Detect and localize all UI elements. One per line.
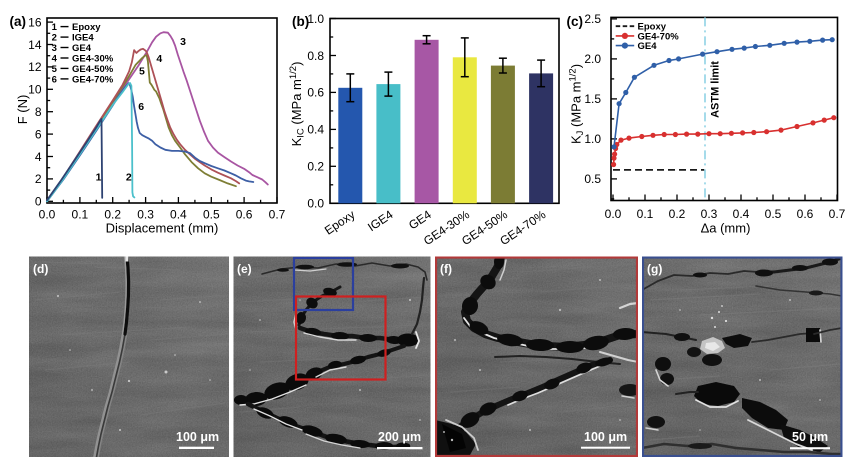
- svg-text:ASTM limit: ASTM limit: [710, 61, 722, 118]
- svg-text:F (N): F (N): [15, 95, 30, 125]
- svg-text:2: 2: [52, 33, 57, 44]
- svg-text:1: 1: [52, 22, 58, 33]
- svg-text:0.7: 0.7: [829, 207, 846, 221]
- svg-text:1.0: 1.0: [307, 12, 324, 26]
- svg-text:0.7: 0.7: [269, 208, 286, 222]
- svg-text:0.8: 0.8: [307, 49, 324, 63]
- svg-text:0.2: 0.2: [307, 160, 324, 174]
- svg-text:(a): (a): [10, 14, 27, 29]
- svg-text:0.6: 0.6: [236, 208, 253, 222]
- svg-text:4: 4: [156, 53, 162, 65]
- svg-text:10: 10: [28, 83, 42, 97]
- svg-text:(g): (g): [647, 262, 662, 276]
- svg-text:0.1: 0.1: [72, 208, 89, 222]
- svg-text:GE4-70%: GE4-70%: [72, 74, 114, 85]
- svg-text:0.0: 0.0: [307, 197, 324, 211]
- svg-text:IGE4: IGE4: [72, 33, 94, 44]
- svg-text:GE4: GE4: [72, 43, 92, 54]
- svg-text:2: 2: [126, 172, 132, 184]
- svg-text:KJ (MPa m1/2): KJ (MPa m1/2): [568, 64, 587, 144]
- svg-text:100 μm: 100 μm: [176, 430, 219, 444]
- svg-text:6: 6: [52, 74, 57, 85]
- svg-text:0.0: 0.0: [39, 208, 56, 222]
- svg-text:0.6: 0.6: [797, 207, 814, 221]
- svg-text:0.4: 0.4: [307, 123, 324, 137]
- svg-text:5: 5: [52, 64, 58, 75]
- svg-text:2: 2: [35, 172, 42, 186]
- svg-text:GE4: GE4: [638, 41, 658, 52]
- svg-text:0.5: 0.5: [203, 208, 220, 222]
- svg-text:GE4-30%: GE4-30%: [72, 53, 114, 64]
- svg-text:0.4: 0.4: [170, 208, 187, 222]
- svg-text:GE4-50%: GE4-50%: [72, 64, 114, 75]
- svg-text:8: 8: [35, 105, 42, 119]
- svg-text:(f): (f): [440, 262, 452, 276]
- svg-text:16: 16: [28, 15, 42, 29]
- svg-text:0: 0: [35, 195, 42, 209]
- svg-text:KIC (MPa m1/2): KIC (MPa m1/2): [288, 62, 307, 147]
- svg-text:0.5: 0.5: [765, 207, 782, 221]
- svg-text:2.0: 2.0: [584, 52, 601, 66]
- svg-text:0.0: 0.0: [605, 207, 622, 221]
- svg-text:0.2: 0.2: [104, 208, 121, 222]
- svg-text:2.5: 2.5: [584, 12, 601, 26]
- svg-text:4: 4: [35, 150, 42, 164]
- svg-text:50 μm: 50 μm: [792, 430, 828, 444]
- svg-text:Displacement (mm): Displacement (mm): [106, 221, 219, 236]
- svg-text:Epoxy: Epoxy: [72, 22, 101, 33]
- svg-text:(e): (e): [237, 262, 252, 276]
- svg-text:Epoxy: Epoxy: [638, 22, 667, 33]
- svg-text:0.3: 0.3: [701, 207, 718, 221]
- svg-text:3: 3: [52, 43, 57, 54]
- svg-text:0.1: 0.1: [637, 207, 654, 221]
- svg-text:0.3: 0.3: [137, 208, 154, 222]
- svg-text:1: 1: [96, 172, 102, 184]
- svg-text:(c): (c): [567, 14, 584, 29]
- svg-text:6: 6: [35, 127, 42, 141]
- svg-text:1.0: 1.0: [584, 132, 601, 146]
- svg-text:(b): (b): [292, 14, 309, 29]
- svg-text:1.5: 1.5: [584, 92, 601, 106]
- svg-text:GE4-70%: GE4-70%: [638, 31, 680, 42]
- svg-text:0.6: 0.6: [307, 86, 324, 100]
- svg-text:200 μm: 200 μm: [378, 430, 421, 444]
- svg-text:(d): (d): [33, 262, 48, 276]
- svg-text:0.2: 0.2: [669, 207, 686, 221]
- svg-text:14: 14: [28, 38, 42, 52]
- svg-text:0.5: 0.5: [584, 172, 601, 186]
- svg-text:5: 5: [139, 65, 145, 77]
- svg-text:3: 3: [180, 36, 186, 48]
- svg-text:4: 4: [52, 53, 58, 64]
- svg-text:0.4: 0.4: [733, 207, 750, 221]
- svg-text:100 μm: 100 μm: [584, 430, 627, 444]
- svg-text:Δa (mm): Δa (mm): [701, 221, 751, 236]
- svg-text:6: 6: [138, 101, 144, 113]
- svg-text:12: 12: [28, 60, 42, 74]
